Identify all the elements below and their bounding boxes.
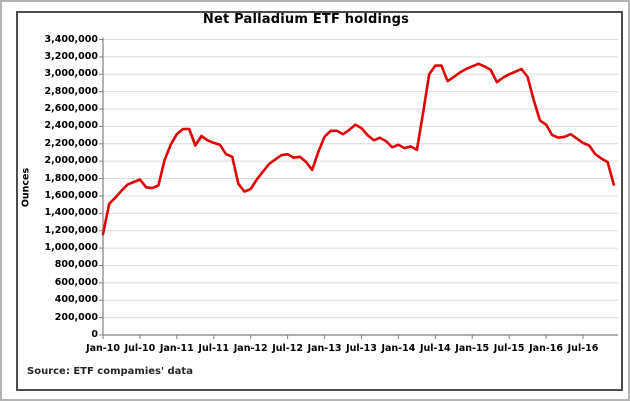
x-tick-label: Jan-14 [381, 343, 416, 354]
x-tick-label: Jan-11 [159, 343, 194, 354]
x-tick-label: Jan-16 [529, 343, 564, 354]
y-tick-label: 2,800,000 [44, 85, 99, 97]
y-tick-label: 200,000 [54, 311, 98, 323]
y-tick-label: 1,200,000 [44, 224, 99, 236]
y-tick-label: 1,400,000 [44, 207, 99, 219]
y-tick-label: 2,000,000 [44, 155, 99, 167]
y-tick-label: 800,000 [54, 259, 98, 271]
x-tick-label: Jul-15 [493, 343, 525, 354]
x-tick-label: Jul-16 [567, 343, 599, 354]
x-tick-label: Jan-10 [86, 343, 120, 354]
y-tick-label: 0 [91, 329, 98, 340]
x-tick-label: Jul-14 [419, 343, 451, 354]
x-tick-label: Jul-13 [346, 343, 377, 354]
x-tick-label: Jul-10 [124, 343, 156, 354]
x-tick-label: Jan-15 [455, 343, 490, 354]
holdings-line [101, 62, 616, 236]
x-tick-label: Jul-12 [272, 343, 303, 354]
y-tick-label: 3,400,000 [44, 33, 99, 45]
y-tick-label: 1,000,000 [44, 242, 99, 254]
y-tick-label: 3,200,000 [44, 50, 99, 62]
y-tick-label: 1,600,000 [44, 189, 99, 201]
y-tick-label: 600,000 [54, 276, 98, 288]
y-tick-label: 400,000 [54, 294, 98, 306]
y-tick-label: 2,600,000 [44, 103, 99, 115]
x-tick-label: Jan-13 [307, 343, 342, 354]
y-tick-label: 2,200,000 [44, 137, 99, 149]
chart-title: Net Palladium ETF holdings [202, 12, 410, 27]
y-tick-label: 3,000,000 [44, 68, 99, 80]
y-tick-label: 1,800,000 [44, 172, 99, 184]
x-tick-label: Jul-11 [198, 343, 230, 354]
x-tick-label: Jan-12 [233, 343, 268, 354]
y-tick-label: 2,400,000 [44, 120, 99, 132]
source-note: Source: ETF compamies' data [27, 366, 193, 377]
